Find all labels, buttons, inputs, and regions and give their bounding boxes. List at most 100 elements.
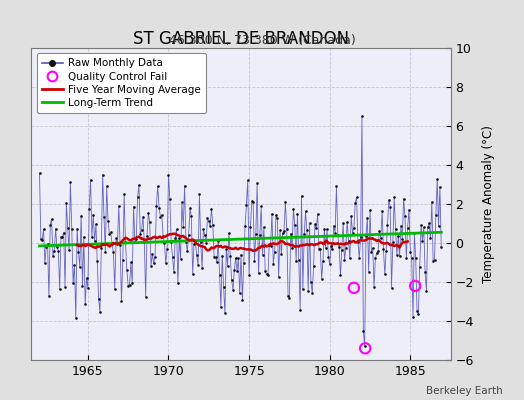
- Point: [380, 271, 389, 278]
- Point: [54, 248, 62, 254]
- Point: [62, 200, 71, 206]
- Point: [339, 220, 347, 226]
- Point: [260, 224, 268, 231]
- Point: [60, 229, 68, 236]
- Point: [51, 226, 60, 232]
- Point: [184, 232, 193, 238]
- Point: [313, 211, 322, 217]
- Point: [297, 192, 305, 199]
- Point: [428, 199, 436, 205]
- Point: [332, 183, 341, 190]
- Point: [425, 220, 433, 226]
- Point: [413, 308, 421, 314]
- Point: [287, 230, 295, 237]
- Point: [387, 284, 396, 291]
- Point: [291, 222, 299, 229]
- Point: [342, 245, 350, 252]
- Point: [344, 238, 353, 244]
- Point: [359, 328, 367, 334]
- Point: [331, 230, 339, 236]
- Point: [226, 253, 234, 259]
- Point: [336, 272, 345, 279]
- Point: [273, 215, 281, 222]
- Point: [222, 245, 231, 252]
- Point: [65, 247, 73, 254]
- Point: [58, 234, 67, 240]
- Point: [315, 246, 323, 252]
- Point: [230, 267, 238, 273]
- Point: [232, 254, 240, 261]
- Point: [112, 235, 121, 242]
- Point: [93, 258, 102, 264]
- Point: [340, 257, 348, 263]
- Point: [143, 232, 151, 239]
- Point: [72, 315, 80, 321]
- Point: [277, 251, 286, 257]
- Point: [350, 285, 358, 291]
- Point: [249, 199, 257, 205]
- Point: [414, 311, 422, 317]
- Point: [128, 280, 136, 287]
- Point: [170, 269, 178, 276]
- Point: [322, 245, 330, 251]
- Point: [168, 254, 177, 260]
- Point: [210, 254, 219, 260]
- Point: [117, 298, 126, 304]
- Point: [213, 259, 221, 265]
- Point: [120, 191, 128, 198]
- Point: [203, 215, 212, 222]
- Point: [225, 230, 233, 236]
- Point: [382, 248, 390, 254]
- Point: [46, 221, 54, 228]
- Point: [422, 288, 431, 294]
- Point: [389, 239, 397, 245]
- Point: [244, 177, 252, 183]
- Point: [316, 246, 324, 252]
- Point: [166, 196, 174, 202]
- Point: [84, 285, 92, 291]
- Point: [305, 220, 314, 226]
- Point: [386, 204, 395, 210]
- Point: [270, 248, 279, 255]
- Point: [149, 260, 158, 266]
- Point: [234, 255, 243, 261]
- Point: [94, 296, 103, 302]
- Point: [227, 277, 236, 283]
- Point: [392, 252, 401, 258]
- Point: [233, 268, 241, 274]
- Point: [418, 238, 427, 244]
- Point: [265, 242, 274, 248]
- Point: [371, 255, 379, 262]
- Point: [299, 286, 307, 292]
- Point: [390, 194, 398, 200]
- Point: [161, 260, 170, 266]
- Point: [355, 255, 364, 262]
- Point: [129, 203, 138, 210]
- Point: [319, 258, 327, 264]
- Point: [81, 301, 90, 308]
- Point: [163, 246, 171, 252]
- Point: [70, 262, 79, 268]
- Point: [347, 213, 355, 220]
- Point: [101, 249, 110, 255]
- Point: [202, 240, 210, 246]
- Point: [354, 238, 362, 245]
- Point: [96, 309, 104, 315]
- Point: [139, 214, 147, 220]
- Point: [423, 224, 432, 230]
- Point: [74, 248, 83, 255]
- Point: [351, 200, 359, 206]
- Point: [318, 276, 326, 282]
- Point: [365, 269, 373, 275]
- Point: [311, 221, 319, 227]
- Point: [427, 235, 435, 242]
- Point: [123, 266, 131, 273]
- Point: [45, 293, 53, 300]
- Point: [361, 343, 369, 350]
- Point: [99, 172, 107, 178]
- Point: [186, 205, 194, 211]
- Point: [403, 224, 412, 231]
- Point: [242, 202, 250, 208]
- Point: [179, 224, 188, 231]
- Point: [196, 239, 205, 246]
